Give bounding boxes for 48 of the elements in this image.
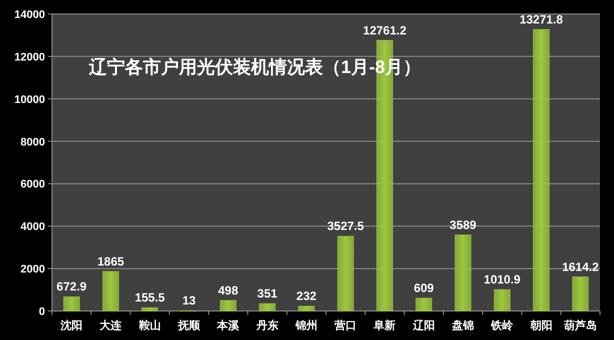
bar — [298, 306, 315, 312]
data-label: 609 — [414, 281, 434, 296]
x-tick-label: 抚顺 — [177, 319, 201, 332]
bar — [63, 296, 80, 312]
bar — [533, 29, 550, 312]
bar — [494, 289, 510, 312]
y-tick-label: 10000 — [14, 94, 45, 106]
x-tick-label: 沈阳 — [60, 319, 83, 332]
data-label: 1010.9 — [484, 272, 521, 287]
x-tick-label: 辽阳 — [412, 319, 435, 332]
data-label: 672.9 — [56, 280, 87, 294]
x-tick-label: 阜新 — [372, 319, 396, 332]
x-tick-label: 本溪 — [216, 319, 240, 332]
x-tick-label: 锦州 — [294, 319, 318, 332]
y-tick-label: 4000 — [20, 221, 45, 234]
x-tick-label: 丹东 — [255, 319, 278, 332]
data-label: 12761.2 — [363, 23, 407, 38]
x-tick-label: 大连 — [100, 319, 123, 332]
y-tick-label: 6000 — [20, 178, 45, 191]
x-tick-label: 朝阳 — [529, 319, 552, 332]
y-tick-label: 12000 — [14, 51, 45, 64]
bar — [142, 307, 158, 312]
y-tick-label: 8000 — [20, 136, 45, 148]
y-tick-label: 2000 — [20, 264, 45, 276]
bar — [454, 234, 472, 312]
data-label: 155.5 — [134, 290, 166, 305]
data-label: 1865 — [97, 254, 124, 268]
y-tick-label: 14000 — [14, 9, 45, 21]
bar — [220, 300, 236, 312]
data-label: 13271.8 — [520, 12, 564, 26]
x-tick-label: 铁岭 — [490, 319, 514, 332]
bar — [572, 276, 589, 312]
data-label: 232 — [296, 289, 317, 304]
x-tick-label: 盘锦 — [451, 319, 474, 332]
bar — [337, 236, 354, 312]
x-tick-label: 葫芦岛 — [562, 319, 597, 332]
bar — [102, 271, 119, 312]
x-tick-label: 营口 — [334, 319, 357, 332]
x-tick-label: 鞍山 — [138, 319, 161, 332]
bar — [259, 303, 276, 312]
data-label: 498 — [218, 283, 238, 298]
y-tick-label: 0 — [38, 306, 45, 318]
data-label: 351 — [257, 286, 278, 301]
data-label: 3527.5 — [327, 219, 364, 234]
data-label: 1614.2 — [562, 260, 600, 274]
data-label: 3589 — [450, 218, 477, 232]
data-label: 13 — [182, 294, 196, 308]
bar — [416, 298, 432, 312]
